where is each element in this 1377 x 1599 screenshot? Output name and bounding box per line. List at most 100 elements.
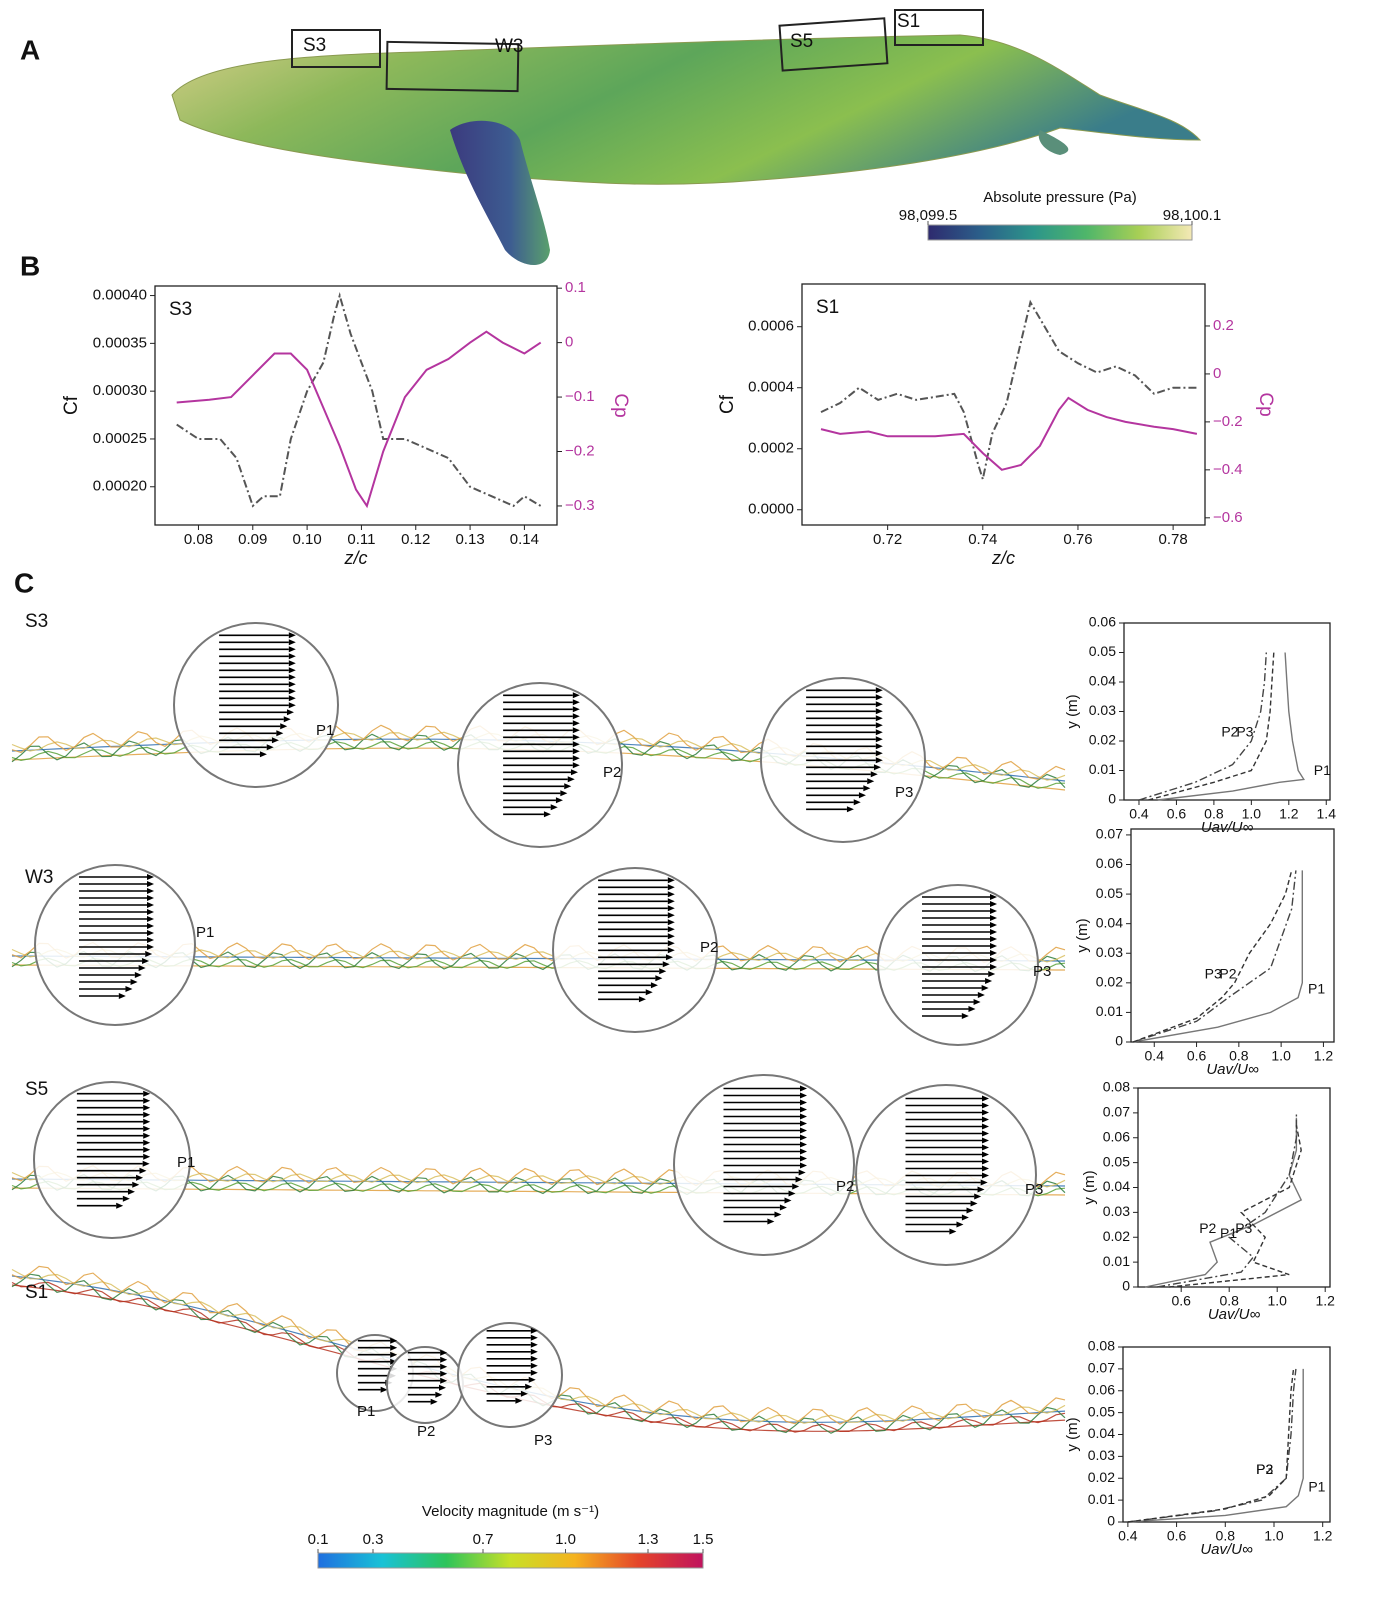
y2-tick-label: 0.1 (565, 279, 586, 296)
velocity-arrow-head (800, 1127, 807, 1134)
x-tick-label: 0.4 (1129, 806, 1149, 822)
velocity-arrow-head (390, 1358, 398, 1365)
velocity-arrow-head (380, 1386, 388, 1393)
y-tick-label: 0.08 (1103, 1079, 1130, 1095)
velocity-arrow-head (800, 1148, 807, 1155)
velocity-arrow-head (530, 1334, 538, 1341)
plot-frame (1137, 1087, 1331, 1288)
x-tick-label: 0.78 (1159, 531, 1188, 548)
velocity-arrow-head (784, 1197, 792, 1204)
x-tick-label: 0.6 (1187, 1048, 1207, 1064)
x-axis-label: Uav/U∞ (1200, 1541, 1253, 1558)
velocity-arrow-head (800, 1085, 807, 1092)
velocity-arrow-head (530, 1341, 538, 1348)
region-box (385, 40, 520, 93)
y-tick-label: 0.00035 (93, 334, 147, 351)
velocity-arrow-head (271, 737, 279, 744)
velocity-arrow-head (440, 1349, 448, 1356)
velocity-profile-inset (33, 1081, 191, 1239)
y-tick-label: 0.02 (1088, 1469, 1115, 1485)
velocity-arrow-head (572, 713, 580, 720)
x-tick-label: 1.0 (1267, 1293, 1287, 1309)
colorbar-tick-label: 0.7 (473, 1531, 494, 1548)
y2-tick-label: 0.2 (1213, 317, 1234, 334)
velocity-arrow-head (288, 681, 296, 688)
x-tick-label: 0.10 (293, 531, 322, 548)
velocity-arrow-head (981, 985, 989, 991)
velocity-arrow-head (800, 1134, 807, 1141)
point-label: P2 (700, 939, 718, 956)
velocity-arrow-head (875, 729, 883, 736)
region-box (894, 9, 984, 46)
x-tick-label: 0.08 (184, 531, 213, 548)
inset-circle (457, 1322, 563, 1428)
velocity-arrow-head (288, 674, 296, 681)
panel-sublabel: S3 (169, 299, 192, 320)
velocity-arrow-head (572, 755, 580, 762)
x-tick-label: 0.8 (1229, 1048, 1249, 1064)
series-line (1132, 870, 1297, 1043)
velocity-arrow-head (147, 888, 154, 894)
point-label: P1 (316, 722, 334, 739)
series-line (1169, 1125, 1302, 1288)
series-label: P2 (1219, 966, 1236, 982)
velocity-arrow-head (961, 1214, 969, 1221)
y-axis-label: y (m) (1064, 1417, 1081, 1451)
velocity-arrow-head (143, 1090, 151, 1097)
y-axis-label: Cf (717, 394, 738, 414)
velocity-arrow-head (530, 1369, 538, 1376)
velocity-arrow-head (974, 1193, 982, 1200)
velocity-arrow-head (560, 790, 568, 797)
y2-tick-label: −0.6 (1213, 509, 1243, 526)
velocity-arrow-head (982, 1095, 989, 1102)
velocity-arrow-head (147, 881, 154, 887)
velocity-arrow-head (875, 715, 883, 722)
colorbar-tick-label: 1.3 (638, 1531, 659, 1548)
velocity-arrow-head (767, 1218, 775, 1225)
y-tick-label: 0.0002 (748, 440, 794, 457)
point-label: P1 (196, 924, 214, 941)
colorbar (927, 224, 1193, 241)
velocity-arrow-head (136, 1174, 144, 1181)
velocity-arrow-head (543, 811, 551, 818)
velocity-arrow-head (528, 1376, 536, 1383)
velocity-arrow-head (440, 1363, 448, 1370)
velocity-arrow-head (966, 1207, 974, 1214)
x-tick-label: 0.6 (1171, 1293, 1191, 1309)
y-tick-label: 0.05 (1089, 643, 1116, 659)
velocity-arrow-head (990, 929, 997, 935)
plot-frame (154, 285, 558, 526)
point-label: P1 (177, 1154, 195, 1171)
region-label: S3 (303, 35, 326, 56)
velocity-arrow-head (667, 933, 675, 940)
velocity-arrow-head (118, 993, 126, 999)
x-tick-label: 0.6 (1167, 806, 1187, 822)
x-tick-label: 1.2 (1315, 1293, 1335, 1309)
velocity-arrow-head (990, 922, 997, 928)
y-tick-label: 0.01 (1103, 1253, 1130, 1269)
x-axis-label: Uav/U∞ (1206, 1061, 1259, 1078)
y-tick-label: 0 (1122, 1278, 1130, 1294)
x-tick-label: 0.6 (1167, 1528, 1187, 1544)
series-label: P1 (1220, 1225, 1237, 1241)
velocity-arrow-head (130, 979, 138, 985)
velocity-arrow-head (122, 1195, 130, 1202)
velocity-arrow-head (863, 785, 871, 792)
x-axis-label: z/c (343, 548, 367, 568)
velocity-arrow-head (288, 653, 296, 660)
velocity-profile-inset (855, 1084, 1037, 1266)
velocity-arrow-head (867, 778, 875, 785)
inset-circle (33, 1081, 191, 1239)
velocity-arrow-head (973, 999, 981, 1005)
velocity-arrow-head (970, 1200, 978, 1207)
x-tick-label: 0.09 (238, 531, 267, 548)
velocity-arrow-head (143, 1125, 151, 1132)
x-tick-label: 0.4 (1145, 1048, 1165, 1064)
y-axis-label: Cf (61, 395, 82, 415)
velocity-arrow-head (288, 695, 296, 702)
y2-tick-label: −0.2 (565, 442, 595, 459)
velocity-arrow-head (132, 1181, 140, 1188)
region-label: W3 (495, 36, 524, 57)
point-label: P3 (1033, 963, 1051, 980)
x-axis-label: Uav/U∞ (1208, 1306, 1261, 1323)
